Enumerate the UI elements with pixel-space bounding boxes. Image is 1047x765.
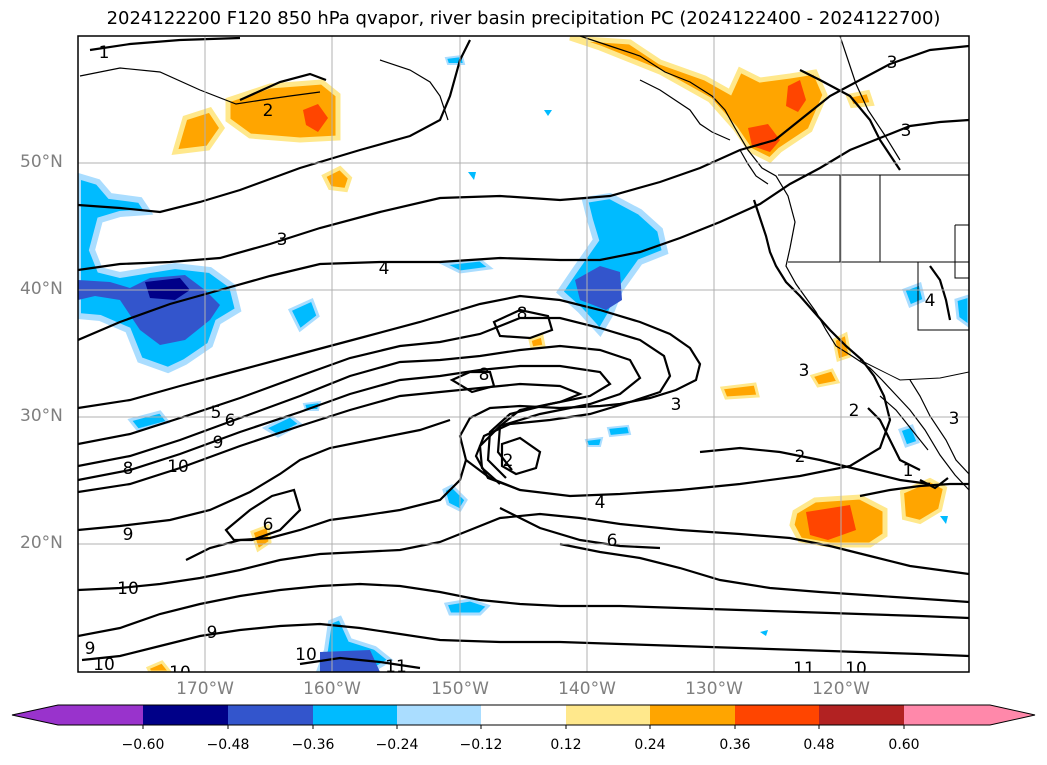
map-panel: 1 2 3 3 3 4 8 8 3 2 2 4 6 5 6 9 8 10 9 1…	[78, 36, 969, 683]
lon-label-120w: 120°W	[812, 679, 870, 699]
lat-label-20n: 20°N	[20, 533, 63, 553]
colorbar-tick-label: −0.36	[291, 737, 335, 753]
contour-label: 3	[887, 53, 898, 73]
colorbar-tick-label: 0.24	[634, 737, 666, 753]
colorbar-bin	[58, 705, 144, 725]
political-borders	[778, 174, 969, 381]
contour-labels: 1 2 3 3 3 4 8 8 3 2 2 4 6 5 6 9 8 10 9 1…	[85, 43, 960, 683]
contour-label: 10	[295, 645, 317, 665]
contour-label: 2	[503, 451, 514, 471]
contour-label: 9	[123, 525, 134, 545]
colorbar-extend-right	[990, 705, 1035, 725]
colorbar-bin	[228, 705, 313, 725]
contour-label: 9	[207, 623, 218, 643]
precipitation-shading	[78, 36, 969, 672]
colorbar	[11, 704, 1036, 729]
colorbar-tick-label: 0.12	[550, 737, 582, 753]
colorbar-bin	[143, 705, 228, 725]
contour-label: 3	[277, 230, 288, 250]
lon-label-170w: 170°W	[176, 679, 234, 699]
contour-label: 2	[849, 401, 860, 421]
contour-label: 10	[117, 579, 139, 599]
contour-label: 4	[379, 259, 390, 279]
contour-label: 11	[385, 657, 407, 677]
contour-label: 4	[595, 493, 606, 513]
contour-label: 5	[211, 403, 222, 423]
colorbar-bin	[735, 705, 819, 725]
contour-label: 6	[263, 515, 274, 535]
contour-label: 3	[671, 395, 682, 415]
contour-label: 10	[169, 663, 191, 683]
lat-label-40n: 40°N	[20, 279, 63, 299]
contour-label: 8	[479, 365, 490, 385]
colorbar-tick-label: 0.48	[803, 737, 835, 753]
colorbar-bin	[650, 705, 735, 725]
contour-label: 10	[167, 457, 189, 477]
colorbar-bin	[904, 705, 990, 725]
colorbar-tick-label: −0.12	[459, 737, 503, 753]
contour-label: 6	[607, 531, 618, 551]
contour-label: 4	[925, 291, 936, 311]
contour-label: 10	[845, 659, 867, 679]
colorbar-tick-label: −0.48	[206, 737, 250, 753]
contour-label: 6	[225, 411, 236, 431]
contour-label: 1	[99, 43, 110, 63]
contour-label: 11	[793, 659, 815, 679]
colorbar-bin	[481, 705, 566, 725]
colorbar-bin	[313, 705, 397, 725]
colorbar-tick-label: −0.24	[375, 737, 419, 753]
lat-label-50n: 50°N	[20, 152, 63, 172]
colorbar-bin	[819, 705, 904, 725]
lon-label-130w: 130°W	[685, 679, 743, 699]
map-frame	[77, 35, 970, 673]
contour-label: 8	[517, 304, 528, 324]
contour-label: 1	[903, 461, 914, 481]
colorbar-bin	[566, 705, 650, 725]
colorbar-tick-label: −0.60	[121, 737, 165, 753]
contour-label: 9	[213, 433, 224, 453]
contour-label: 3	[949, 409, 960, 429]
lon-label-150w: 150°W	[431, 679, 489, 699]
contour-label: 8	[123, 459, 134, 479]
contour-label: 3	[799, 361, 810, 381]
colorbar-tick-label: 0.36	[719, 737, 751, 753]
colorbar-tick-label: 0.60	[888, 737, 920, 753]
contour-label: 3	[901, 121, 912, 141]
colorbar-extend-left	[12, 705, 58, 725]
coastlines	[79, 36, 969, 491]
contour-label: 2	[263, 101, 274, 121]
map-title: 2024122200 F120 850 hPa qvapor, river ba…	[106, 8, 941, 29]
colorbar-bin	[397, 705, 481, 725]
contour-label: 10	[93, 655, 115, 675]
contour-label: 9	[85, 639, 96, 659]
lat-label-30n: 30°N	[20, 406, 63, 426]
lon-label-160w: 160°W	[303, 679, 361, 699]
lon-label-140w: 140°W	[558, 679, 616, 699]
gridlines	[78, 36, 969, 672]
colorbar-outline	[11, 704, 1036, 726]
contour-label: 2	[795, 447, 806, 467]
